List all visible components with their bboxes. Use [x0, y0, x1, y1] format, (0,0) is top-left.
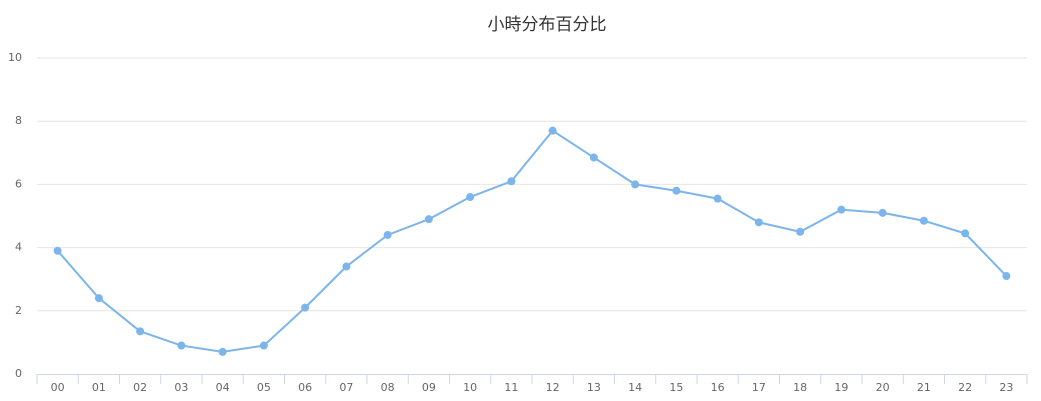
data-point — [507, 177, 516, 186]
x-tick-label: 11 — [504, 381, 518, 394]
data-point — [631, 180, 640, 189]
data-point — [548, 126, 557, 135]
data-point — [796, 227, 805, 236]
y-tick-label: 8 — [15, 114, 22, 127]
x-tick-label: 01 — [92, 381, 106, 394]
y-tick-label: 2 — [15, 304, 22, 317]
data-point — [878, 208, 887, 217]
x-tick-label: 18 — [793, 381, 807, 394]
x-tick-label: 10 — [463, 381, 477, 394]
data-point — [754, 218, 763, 227]
series-line — [56, 129, 1008, 353]
data-point — [259, 341, 268, 350]
data-point — [53, 246, 62, 255]
y-tick-label: 6 — [15, 177, 22, 190]
x-tick-label: 13 — [587, 381, 601, 394]
x-tick-label: 16 — [711, 381, 725, 394]
data-point — [713, 194, 722, 203]
x-tick-label: 04 — [216, 381, 230, 394]
data-point — [961, 229, 970, 238]
data-point — [177, 341, 186, 350]
x-tick-label: 17 — [752, 381, 766, 394]
data-point — [383, 230, 392, 239]
x-tick-label: 02 — [133, 381, 147, 394]
x-tick-label: 19 — [834, 381, 848, 394]
data-point — [589, 153, 598, 162]
x-tick-label: 06 — [298, 381, 312, 394]
data-point — [837, 205, 846, 214]
chart-title: 小時分布百分比 — [488, 15, 607, 35]
x-tick-label: 14 — [628, 381, 642, 394]
x-tick-label: 09 — [422, 381, 436, 394]
x-tick-label: 20 — [876, 381, 890, 394]
data-point — [672, 186, 681, 195]
data-point — [424, 215, 433, 224]
y-tick-label: 10 — [8, 51, 22, 64]
data-point — [466, 193, 475, 202]
data-point — [919, 216, 928, 225]
x-tick-label: 03 — [174, 381, 188, 394]
data-point — [342, 262, 351, 271]
data-point — [1002, 272, 1011, 281]
y-tick-label: 4 — [15, 241, 22, 254]
x-tick-label: 05 — [257, 381, 271, 394]
data-point — [218, 347, 227, 356]
y-tick-label: 0 — [15, 367, 22, 380]
x-tick-label: 21 — [917, 381, 931, 394]
x-tick-label: 00 — [51, 381, 65, 394]
data-point — [301, 303, 310, 312]
data-point — [136, 327, 145, 336]
x-tick-label: 15 — [669, 381, 683, 394]
x-tick-label: 08 — [381, 381, 395, 394]
x-tick-label: 12 — [546, 381, 560, 394]
data-point — [94, 294, 103, 303]
x-tick-label: 22 — [958, 381, 972, 394]
x-tick-label: 23 — [999, 381, 1013, 394]
x-tick-label: 07 — [339, 381, 353, 394]
